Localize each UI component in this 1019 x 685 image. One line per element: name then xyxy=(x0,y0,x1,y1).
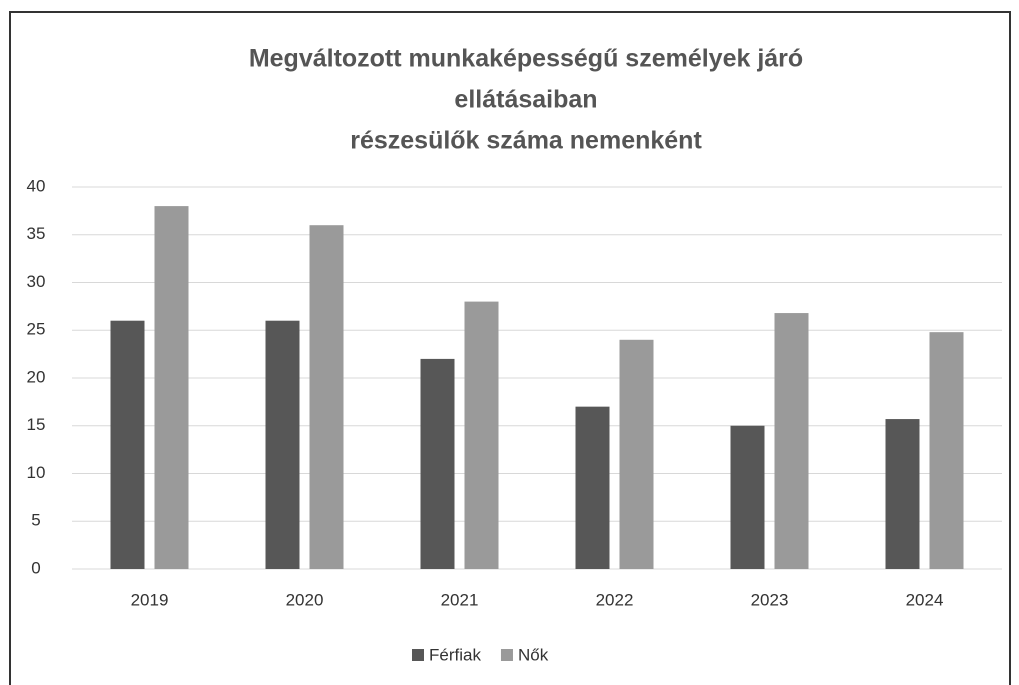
chart-title: Megváltozott munkaképességű személyek já… xyxy=(249,45,803,73)
y-tick-label: 0 xyxy=(31,558,40,577)
y-tick-label: 30 xyxy=(27,272,46,291)
bar xyxy=(154,206,189,569)
legend-label: Férfiak xyxy=(429,645,481,664)
chart-title: részesülők száma nemenként xyxy=(350,127,702,155)
bar xyxy=(420,358,455,569)
bar xyxy=(265,320,300,569)
legend-swatch xyxy=(412,649,424,661)
y-tick-label: 10 xyxy=(27,463,46,482)
bar xyxy=(885,419,920,569)
x-tick-label: 2023 xyxy=(751,590,789,609)
bar xyxy=(575,406,610,569)
bar xyxy=(730,425,765,569)
bar xyxy=(929,332,964,569)
legend-label: Nők xyxy=(518,645,549,664)
bar xyxy=(464,301,499,569)
y-tick-label: 40 xyxy=(27,176,46,195)
bar xyxy=(110,320,145,569)
bar xyxy=(309,225,344,569)
y-tick-label: 5 xyxy=(31,511,40,530)
y-tick-label: 35 xyxy=(27,224,46,243)
bar xyxy=(774,313,809,569)
x-tick-label: 2024 xyxy=(906,590,944,609)
chart-title: ellátásaiban xyxy=(454,86,597,114)
y-tick-label: 20 xyxy=(27,367,46,386)
x-tick-label: 2019 xyxy=(131,590,169,609)
x-tick-label: 2020 xyxy=(286,590,324,609)
y-tick-label: 15 xyxy=(27,415,46,434)
y-tick-label: 25 xyxy=(27,320,46,339)
x-tick-label: 2021 xyxy=(441,590,479,609)
x-tick-label: 2022 xyxy=(596,590,634,609)
bar xyxy=(619,339,654,569)
legend-swatch xyxy=(500,649,513,661)
